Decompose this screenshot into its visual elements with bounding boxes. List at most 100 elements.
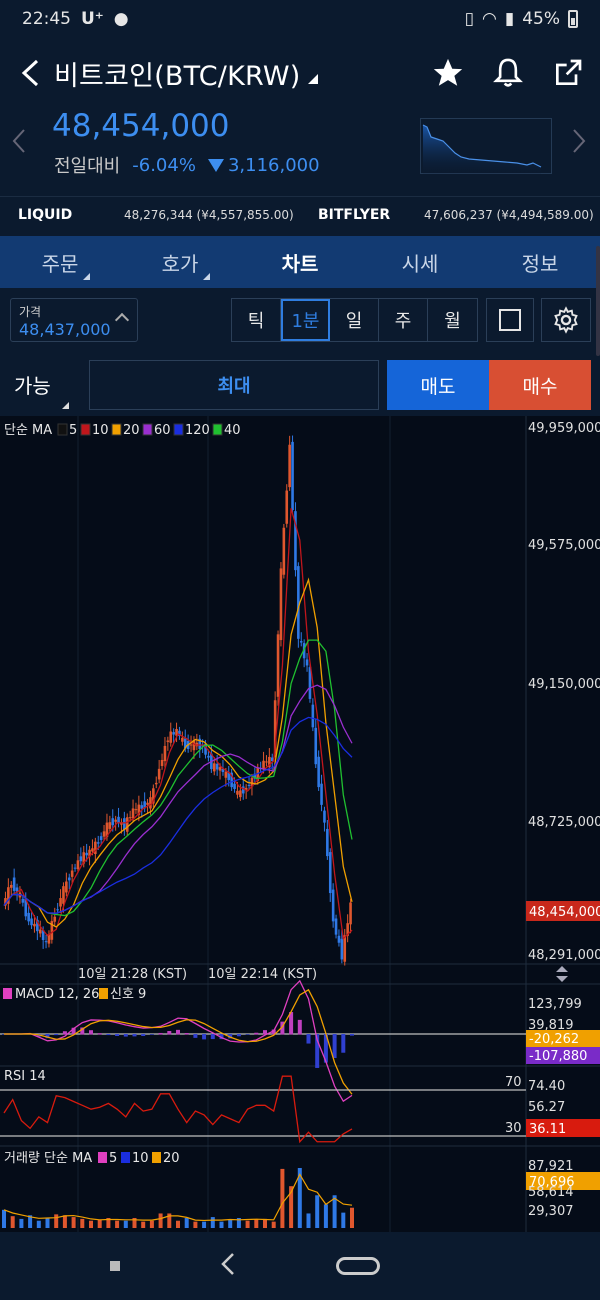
- tab-orderbook[interactable]: 호가: [120, 236, 240, 288]
- candle-body: [96, 842, 100, 844]
- volume-bar: [323, 1204, 328, 1228]
- macd-signal-swatch: [99, 988, 108, 999]
- candle-body: [262, 760, 265, 770]
- candle-body: [317, 756, 320, 788]
- period-tick[interactable]: 틱: [232, 299, 281, 341]
- candle-body: [250, 777, 254, 787]
- price-chip[interactable]: 가격 48,437,000: [10, 298, 138, 342]
- volume-bar: [28, 1215, 33, 1228]
- ma40-line: [3, 639, 353, 917]
- tab-orderbook-label: 호가: [161, 251, 199, 276]
- candle-body: [337, 935, 341, 943]
- macd-title: MACD 12, 26: [15, 987, 99, 1002]
- period-day[interactable]: 일: [330, 299, 379, 341]
- candle-body: [128, 817, 132, 819]
- max-button[interactable]: 최대: [89, 360, 379, 410]
- tab-info[interactable]: 정보: [480, 236, 600, 288]
- macd-hist-bar: [71, 1027, 76, 1035]
- next-coin-icon[interactable]: [572, 128, 586, 158]
- mini-chart[interactable]: [420, 118, 552, 175]
- candle-body: [273, 700, 277, 754]
- candle-body: [163, 745, 167, 762]
- candle-body: [140, 805, 144, 809]
- ma-legend-swatch: [80, 423, 91, 436]
- volume-bar: [71, 1217, 76, 1228]
- candle-body: [299, 641, 303, 643]
- volume-bar: [106, 1218, 111, 1228]
- price-summary: 48,454,000 전일대비 -6.04% 3,116,000: [0, 106, 600, 188]
- fullscreen-button[interactable]: [486, 298, 534, 342]
- sell-button[interactable]: 매도: [387, 360, 489, 410]
- available-selector[interactable]: 가능: [14, 370, 69, 409]
- price-tick-1: 49,959,000: [528, 421, 600, 436]
- back-button[interactable]: [6, 49, 54, 97]
- tab-order[interactable]: 주문: [0, 236, 120, 288]
- candle-body: [297, 566, 300, 639]
- price-chart-svg[interactable]: 단순 MA 5 10 20 60 120 40 49,959,000 49,575,000…: [0, 416, 600, 1232]
- volume-bar: [306, 1213, 311, 1228]
- bell-icon[interactable]: [488, 53, 528, 93]
- scroll-indicator[interactable]: [596, 246, 600, 356]
- macd-hist-bar: [280, 1021, 285, 1035]
- buy-button[interactable]: 매수: [489, 360, 591, 410]
- period-1min[interactable]: 1분: [281, 299, 330, 341]
- volume-bar: [297, 1168, 302, 1228]
- macd-hist-bar: [89, 1030, 93, 1035]
- resize-handle-icon[interactable]: [556, 966, 568, 982]
- macd-hist-bar: [245, 1034, 250, 1035]
- vol-legend-swatch: [121, 1152, 130, 1163]
- candle-body: [152, 788, 155, 804]
- candle-body: [183, 738, 187, 749]
- macd-hist-bar: [97, 1033, 102, 1035]
- candle-body: [175, 729, 178, 736]
- macd-hist-bar: [219, 1034, 224, 1040]
- macd-hist-bar: [193, 1034, 198, 1038]
- tab-chart[interactable]: 차트: [240, 236, 360, 288]
- candle-body: [105, 822, 109, 838]
- square-icon: [499, 309, 521, 331]
- ma-legend-swatch: [57, 423, 68, 436]
- candle-body: [88, 849, 91, 857]
- macd-hist-bar: [297, 1019, 302, 1035]
- ma10-line: [3, 508, 353, 941]
- prev-coin-icon[interactable]: [12, 128, 26, 158]
- recent-apps-icon[interactable]: [110, 1261, 120, 1271]
- period-month[interactable]: 월: [444, 311, 461, 332]
- delta-amount-wrap: 3,116,000: [207, 155, 320, 176]
- candle-body: [334, 918, 338, 935]
- vol-legend-swatch: [152, 1152, 161, 1163]
- down-triangle-icon: [207, 159, 224, 172]
- volume-bar: [158, 1213, 163, 1228]
- title-dropdown-icon[interactable]: [308, 74, 319, 84]
- chart-controls: 가격 48,437,000 틱 1분 일 주 월: [0, 296, 600, 346]
- volume-bar: [350, 1207, 354, 1228]
- macd-tag-1: -20,262: [529, 1032, 579, 1047]
- candle-body: [265, 761, 268, 763]
- candle-body: [50, 921, 54, 940]
- volume-bar: [149, 1220, 154, 1228]
- page-title[interactable]: 비트코인(BTC/KRW): [54, 60, 301, 92]
- candle-body: [343, 935, 347, 962]
- volume-bar: [141, 1221, 146, 1228]
- candle-body: [73, 867, 77, 869]
- back-nav-icon[interactable]: [220, 1252, 236, 1280]
- volume-bar: [36, 1220, 41, 1228]
- home-icon[interactable]: [336, 1257, 380, 1275]
- candle-body: [38, 929, 42, 934]
- signal-icon: ▮: [504, 9, 515, 29]
- macd-hist-bar: [123, 1034, 128, 1037]
- period-week[interactable]: 주: [379, 299, 428, 341]
- main-tabs: 주문 호가 차트 시세 정보: [0, 236, 600, 288]
- tab-quotes[interactable]: 시세: [360, 236, 480, 288]
- macd-tick-2: 39,819: [528, 1018, 574, 1033]
- macd-tag-2: -107,880: [529, 1049, 587, 1064]
- exchange-name-liquid: LIQUID: [18, 206, 73, 223]
- candle-body: [294, 511, 297, 571]
- chart-area[interactable]: 단순 MA 5 10 20 60 120 40 49,959,000 49,575,000…: [0, 416, 600, 1232]
- candle-body: [9, 884, 13, 888]
- vol-legend-label: 5: [109, 1151, 117, 1166]
- favorite-star-icon[interactable]: [428, 53, 468, 93]
- share-icon[interactable]: [548, 53, 588, 93]
- candle-body: [85, 852, 88, 856]
- settings-button[interactable]: [541, 298, 591, 342]
